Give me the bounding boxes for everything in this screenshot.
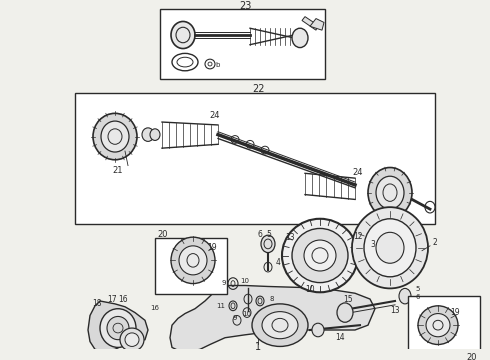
Ellipse shape	[304, 240, 336, 271]
Ellipse shape	[150, 129, 160, 140]
Ellipse shape	[376, 232, 404, 263]
Bar	[408, 296, 480, 354]
Ellipse shape	[282, 219, 358, 292]
Ellipse shape	[120, 328, 144, 351]
Text: 14: 14	[335, 333, 345, 342]
Text: 13: 13	[390, 306, 400, 315]
Text: 5: 5	[416, 286, 420, 292]
Ellipse shape	[368, 167, 412, 218]
Ellipse shape	[312, 323, 324, 337]
Text: 4: 4	[275, 258, 280, 267]
Ellipse shape	[125, 333, 139, 346]
Text: 10: 10	[305, 285, 315, 294]
Bar	[160, 9, 325, 78]
Bar	[155, 238, 227, 294]
Text: 18: 18	[92, 300, 102, 309]
Bar	[75, 93, 435, 224]
Ellipse shape	[292, 229, 348, 283]
Text: 9: 9	[222, 280, 226, 285]
Text: 20: 20	[467, 352, 477, 360]
Text: 9: 9	[233, 315, 237, 321]
Text: 3: 3	[370, 240, 375, 249]
Text: 5: 5	[267, 230, 271, 239]
Text: 6: 6	[258, 230, 263, 239]
Ellipse shape	[352, 207, 428, 288]
Text: b: b	[216, 62, 220, 68]
Ellipse shape	[252, 304, 308, 346]
Text: 6: 6	[416, 294, 420, 300]
Ellipse shape	[179, 246, 207, 275]
Polygon shape	[310, 19, 324, 30]
Text: 22: 22	[252, 84, 264, 94]
Text: 16: 16	[118, 294, 128, 303]
Text: 1: 1	[255, 342, 261, 352]
Text: 20: 20	[157, 230, 168, 239]
Text: 10: 10	[241, 278, 249, 284]
Text: 8: 8	[270, 296, 274, 302]
Ellipse shape	[100, 309, 136, 347]
Text: 23: 23	[239, 1, 251, 11]
Ellipse shape	[262, 312, 298, 339]
Polygon shape	[170, 285, 375, 351]
Text: 17: 17	[107, 294, 117, 303]
Ellipse shape	[376, 176, 404, 209]
Text: 2: 2	[433, 238, 438, 247]
Ellipse shape	[418, 306, 458, 345]
Text: 15: 15	[343, 294, 353, 303]
Polygon shape	[88, 301, 148, 351]
Text: 10: 10	[243, 311, 251, 316]
Text: 11: 11	[217, 303, 225, 309]
Text: 12: 12	[353, 232, 363, 241]
Ellipse shape	[107, 316, 129, 340]
Ellipse shape	[261, 235, 275, 253]
Ellipse shape	[292, 28, 308, 48]
Ellipse shape	[337, 303, 353, 322]
Text: 16: 16	[150, 305, 160, 311]
Ellipse shape	[171, 237, 215, 284]
Ellipse shape	[101, 121, 129, 152]
Polygon shape	[302, 17, 318, 30]
Text: 13: 13	[285, 233, 295, 242]
Ellipse shape	[399, 288, 411, 304]
Text: 24: 24	[353, 168, 363, 177]
Ellipse shape	[93, 113, 137, 160]
Text: 19: 19	[450, 308, 460, 317]
Text: 19: 19	[207, 243, 217, 252]
Text: 21: 21	[113, 166, 123, 175]
Ellipse shape	[142, 128, 154, 141]
Ellipse shape	[171, 22, 195, 49]
Text: 24: 24	[210, 111, 220, 120]
Ellipse shape	[364, 219, 416, 277]
Ellipse shape	[426, 314, 450, 337]
